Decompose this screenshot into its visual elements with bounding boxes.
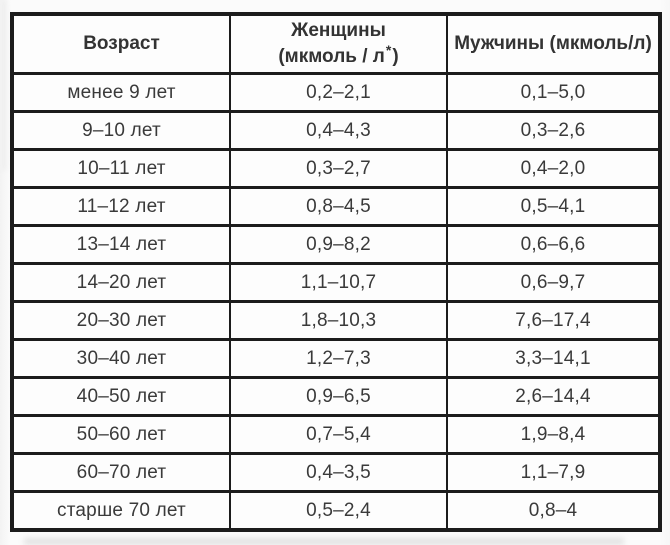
women-value-cell: 0,9–6,5 xyxy=(229,376,448,417)
age-cell: старше 70 лет xyxy=(11,490,231,532)
age-cell: менее 9 лет xyxy=(11,72,231,113)
men-value-cell: 7,6–17,4 xyxy=(446,300,661,341)
men-value-cell: 0,6–6,6 xyxy=(446,224,661,265)
column-header-women-unit-open: (мкмоль / л xyxy=(278,46,385,67)
women-value-cell: 1,1–10,7 xyxy=(229,262,448,303)
age-cell: 14–20 лет xyxy=(11,262,231,303)
column-header-men-label: Мужчины (мкмоль/л) xyxy=(454,33,652,55)
table-row: 13–14 лет 0,9–8,2 0,6–6,6 xyxy=(11,224,661,265)
table-row: старше 70 лет 0,5–2,4 0,8–4 xyxy=(11,490,661,532)
age-cell: 50–60 лет xyxy=(11,414,231,455)
age-cell: 40–50 лет xyxy=(11,376,231,417)
women-value-cell: 0,2–2,1 xyxy=(229,72,448,113)
reference-table: Возраст Женщины (мкмоль / л*) Мужчины (м… xyxy=(10,12,662,532)
table-row: 60–70 лет 0,4–3,5 1,1–7,9 xyxy=(11,452,661,493)
column-header-women-unit-close: ) xyxy=(392,46,399,67)
table-row: менее 9 лет 0,2–2,1 0,1–5,0 xyxy=(11,72,661,113)
column-header-age-label: Возраст xyxy=(83,33,160,55)
scan-artifact-bottom-smudge xyxy=(24,538,624,545)
footnote-asterisk: * xyxy=(385,42,392,58)
women-value-cell: 0,8–4,5 xyxy=(229,186,448,227)
men-value-cell: 0,3–2,6 xyxy=(446,110,661,151)
table-row: 10–11 лет 0,3–2,7 0,4–2,0 xyxy=(11,148,661,189)
men-value-cell: 0,6–9,7 xyxy=(446,262,661,303)
age-cell: 13–14 лет xyxy=(11,224,231,265)
table-row: 50–60 лет 0,7–5,4 1,9–8,4 xyxy=(11,414,661,455)
age-cell: 10–11 лет xyxy=(11,148,231,189)
age-cell: 20–30 лет xyxy=(11,300,231,341)
age-cell: 9–10 лет xyxy=(11,110,231,151)
women-value-cell: 1,2–7,3 xyxy=(229,338,448,379)
column-header-women-line1: Женщины xyxy=(291,20,386,42)
header-row: Возраст Женщины (мкмоль / л*) Мужчины (м… xyxy=(11,12,661,75)
men-value-cell: 2,6–14,4 xyxy=(446,376,661,417)
column-header-women: Женщины (мкмоль / л*) xyxy=(229,12,448,75)
men-value-cell: 0,5–4,1 xyxy=(446,186,661,227)
men-value-cell: 0,4–2,0 xyxy=(446,148,661,189)
table-row: 11–12 лет 0,8–4,5 0,5–4,1 xyxy=(11,186,661,227)
women-value-cell: 1,8–10,3 xyxy=(229,300,448,341)
column-header-age: Возраст xyxy=(11,12,231,75)
age-cell: 11–12 лет xyxy=(11,186,231,227)
women-value-cell: 0,7–5,4 xyxy=(229,414,448,455)
scan-artifact-left-edge xyxy=(0,0,7,170)
table-row: 20–30 лет 1,8–10,3 7,6–17,4 xyxy=(11,300,661,341)
men-value-cell: 1,9–8,4 xyxy=(446,414,661,455)
table-row: 9–10 лет 0,4–4,3 0,3–2,6 xyxy=(11,110,661,151)
age-cell: 30–40 лет xyxy=(11,338,231,379)
column-header-men: Мужчины (мкмоль/л) xyxy=(446,12,661,75)
men-value-cell: 1,1–7,9 xyxy=(446,452,661,493)
women-value-cell: 0,3–2,7 xyxy=(229,148,448,189)
men-value-cell: 0,8–4 xyxy=(446,490,661,532)
women-value-cell: 0,4–3,5 xyxy=(229,452,448,493)
table-row: 14–20 лет 1,1–10,7 0,6–9,7 xyxy=(11,262,661,303)
women-value-cell: 0,9–8,2 xyxy=(229,224,448,265)
men-value-cell: 0,1–5,0 xyxy=(446,72,661,113)
age-cell: 60–70 лет xyxy=(11,452,231,493)
table-row: 40–50 лет 0,9–6,5 2,6–14,4 xyxy=(11,376,661,417)
women-value-cell: 0,4–4,3 xyxy=(229,110,448,151)
men-value-cell: 3,3–14,1 xyxy=(446,338,661,379)
women-value-cell: 0,5–2,4 xyxy=(229,490,448,532)
table-row: 30–40 лет 1,2–7,3 3,3–14,1 xyxy=(11,338,661,379)
